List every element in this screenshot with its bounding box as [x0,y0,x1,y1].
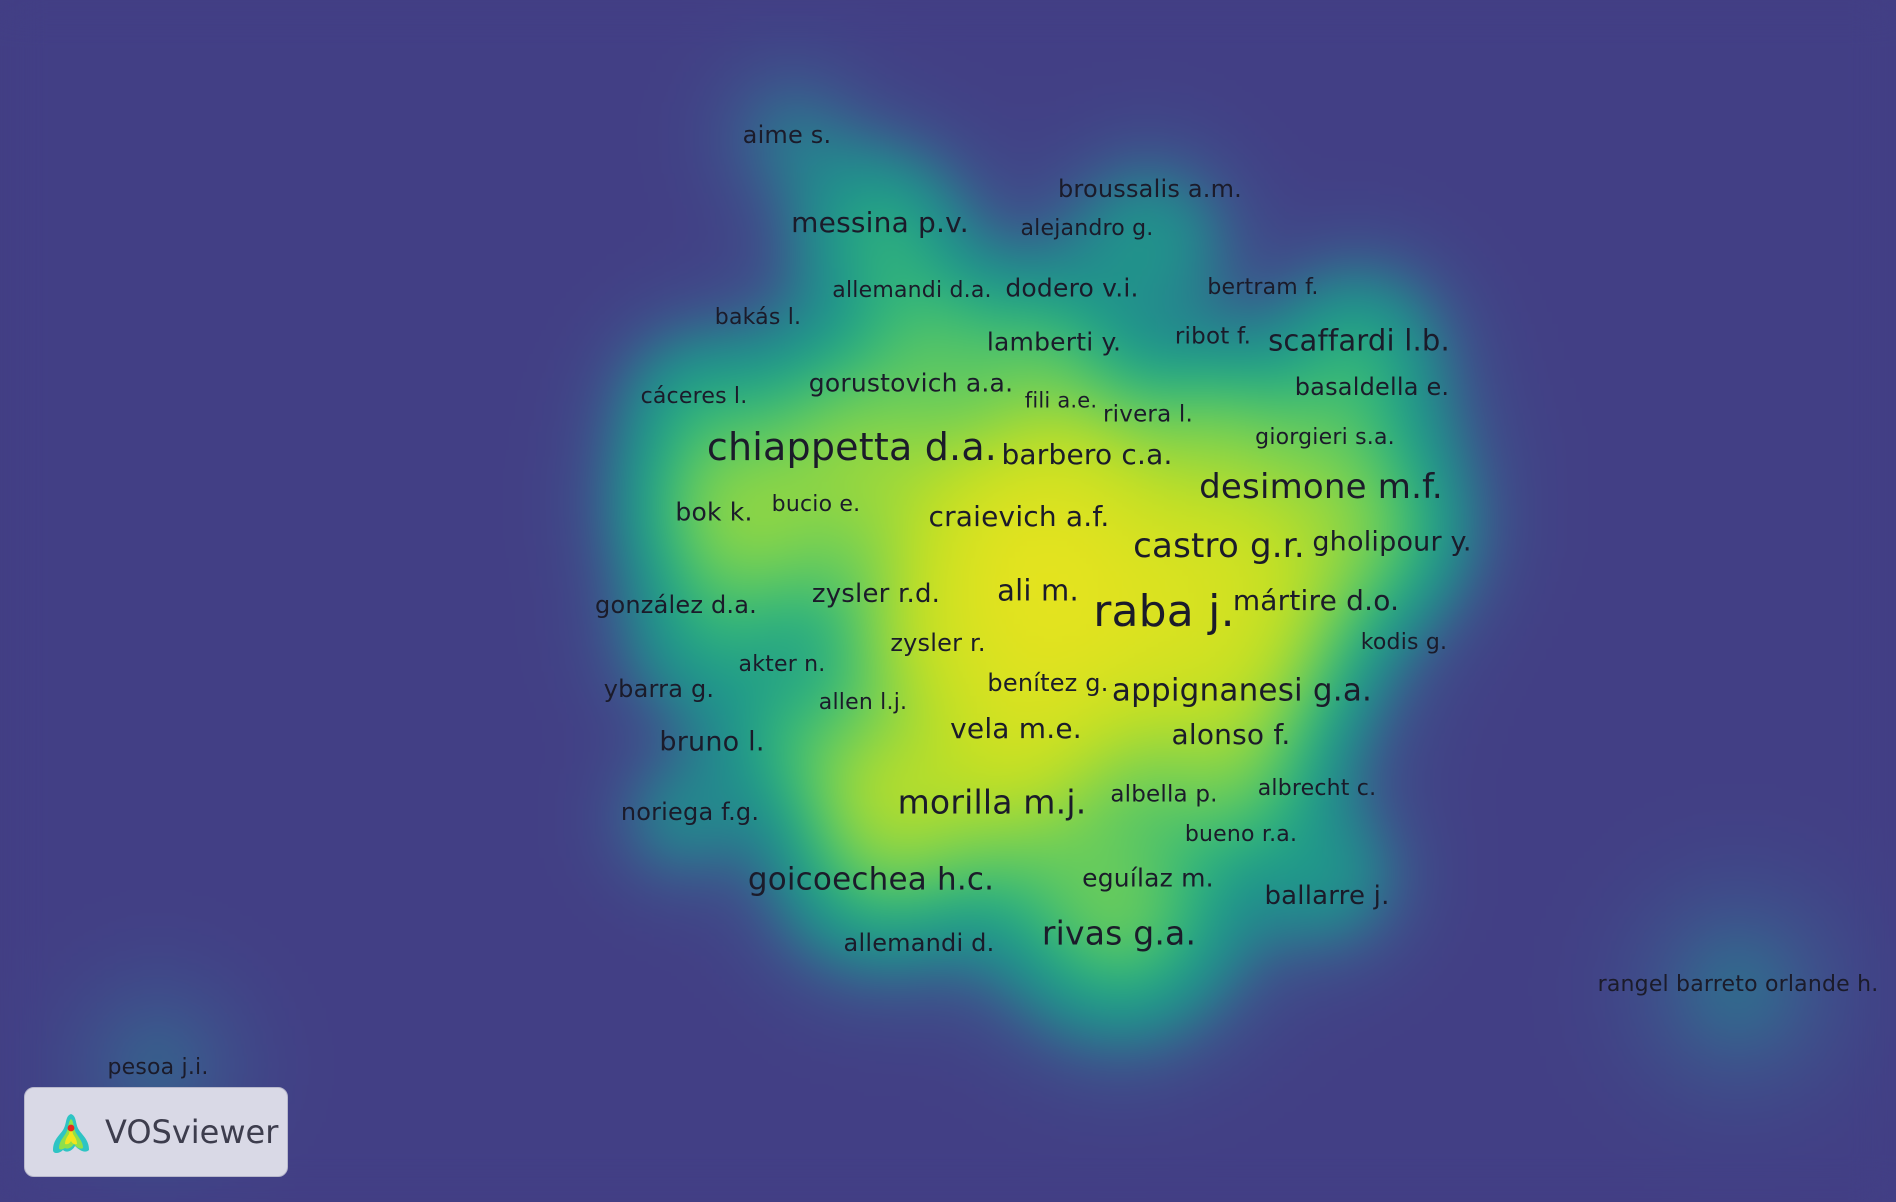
author-node-label[interactable]: basaldella e. [1294,373,1450,401]
author-node-label[interactable]: rivas g.a. [1041,913,1197,953]
author-node-label[interactable]: gholipour y. [1312,526,1472,558]
author-node-label[interactable]: benítez g. [987,669,1109,697]
author-node-label[interactable]: bakás l. [714,305,802,330]
author-node-label[interactable]: akter n. [738,652,826,677]
vosviewer-logo: VOSviewer [24,1087,288,1177]
author-node-label[interactable]: allen l.j. [818,690,908,715]
author-node-label[interactable]: zysler r. [890,629,986,657]
author-node-label[interactable]: allemandi d. [843,929,995,957]
author-node-label[interactable]: ribot f. [1174,323,1252,350]
author-node-label[interactable]: morilla m.j. [897,782,1087,822]
author-node-label[interactable]: alejandro g. [1020,216,1154,241]
author-node-label[interactable]: barbero c.a. [1001,438,1173,471]
author-node-label[interactable]: bucio e. [771,492,861,517]
author-node-label[interactable]: lamberti y. [986,327,1122,357]
author-node-label[interactable]: ybarra g. [603,675,715,703]
author-node-label[interactable]: dodero v.i. [1005,273,1139,303]
author-node-label[interactable]: castro g.r. [1133,526,1305,566]
author-node-label[interactable]: cáceres l. [640,384,748,409]
author-node-label[interactable]: goicoechea h.c. [747,861,995,898]
author-node-label[interactable]: fili a.e. [1024,388,1098,413]
author-node-label[interactable]: desimone m.f. [1199,467,1443,507]
author-node-label[interactable]: pesoa j.i. [107,1055,209,1080]
author-node-label[interactable]: appignanesi g.a. [1111,672,1373,709]
author-node-label[interactable]: bueno r.a. [1184,822,1298,847]
author-node-label[interactable]: scaffardi l.b. [1268,323,1450,358]
author-node-label[interactable]: albella p. [1110,781,1218,808]
author-node-label[interactable]: gorustovich a.a. [808,368,1014,398]
author-node-label[interactable]: bok k. [675,497,753,527]
author-node-label[interactable]: vela m.e. [950,712,1082,745]
author-node-label[interactable]: ali m. [997,573,1079,608]
author-node-label[interactable]: eguílaz m. [1082,863,1214,893]
vosviewer-logo-text: VOSviewer [105,1113,279,1151]
author-node-label[interactable]: kodis g. [1360,630,1448,655]
author-node-label[interactable]: bruno l. [659,726,765,758]
author-node-label[interactable]: allemandi d.a. [832,278,992,303]
author-node-label[interactable]: mártire d.o. [1232,584,1400,617]
author-node-label[interactable]: zysler r.d. [811,579,941,609]
author-node-label[interactable]: gonzález d.a. [595,591,757,619]
author-node-label[interactable]: rangel barreto orlande h. [1597,972,1879,997]
author-node-label[interactable]: raba j. [1093,586,1235,637]
author-node-label[interactable]: ballarre j. [1264,881,1390,911]
author-node-label[interactable]: albrecht c. [1257,776,1377,801]
vosviewer-logo-icon [53,1114,89,1153]
author-node-label[interactable]: alonso f. [1171,718,1291,751]
author-node-label[interactable]: chiappetta d.a. [706,425,998,469]
author-node-label[interactable]: messina p.v. [791,206,969,239]
author-node-label[interactable]: giorgieri s.a. [1255,425,1395,450]
author-node-label[interactable]: bertram f. [1207,275,1319,300]
author-node-label[interactable]: rivera l. [1103,401,1193,428]
author-node-label[interactable]: aime s. [742,121,832,149]
author-node-label[interactable]: noriega f.g. [620,798,760,826]
author-node-label[interactable]: craievich a.f. [928,500,1110,533]
author-node-label[interactable]: broussalis a.m. [1058,175,1242,203]
